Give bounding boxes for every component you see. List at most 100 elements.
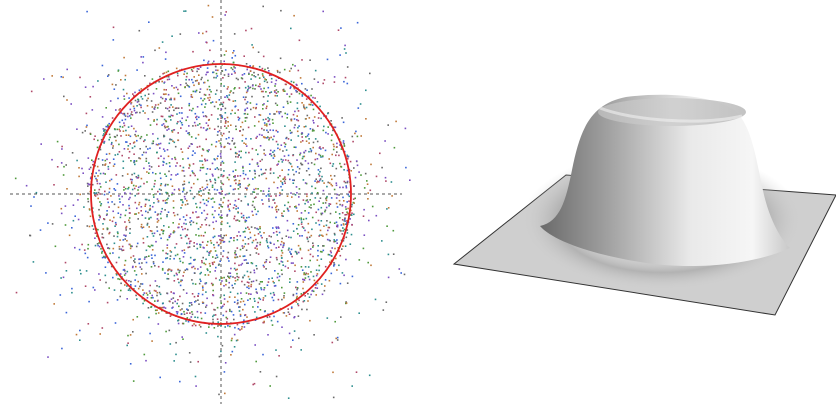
scatter-point xyxy=(192,50,194,53)
scatter-point xyxy=(238,231,240,233)
scatter-point xyxy=(253,197,256,199)
scatter-point xyxy=(304,229,306,232)
scatter-point xyxy=(210,282,213,285)
scatter-point xyxy=(281,214,283,217)
scatter-point xyxy=(297,304,300,307)
scatter-point xyxy=(335,337,337,340)
scatter-point xyxy=(342,186,344,189)
scatter-point xyxy=(157,312,160,314)
scatter-point xyxy=(116,235,119,238)
scatter-point xyxy=(196,106,199,108)
scatter-point xyxy=(226,215,228,217)
scatter-point xyxy=(263,80,266,83)
scatter-point xyxy=(290,262,293,264)
scatter-point xyxy=(236,278,239,281)
scatter-point xyxy=(338,213,341,215)
scatter-point xyxy=(186,199,188,202)
scatter-point xyxy=(188,242,191,245)
scatter-point xyxy=(51,158,53,161)
scatter-point xyxy=(345,208,347,210)
scatter-point xyxy=(96,146,99,149)
scatter-point xyxy=(136,316,139,318)
scatter-point xyxy=(351,275,354,278)
scatter-point xyxy=(166,192,169,194)
scatter-point xyxy=(321,251,323,253)
scatter-point xyxy=(139,137,142,140)
scatter-point xyxy=(152,92,155,95)
scatter-point xyxy=(184,235,187,238)
scatter-point xyxy=(268,187,270,190)
scatter-point xyxy=(194,124,197,127)
scatter-point xyxy=(154,173,157,175)
scatter-point xyxy=(163,150,166,152)
scatter-point xyxy=(290,27,292,30)
scatter-point xyxy=(340,166,343,168)
scatter-point xyxy=(307,240,310,243)
scatter-point xyxy=(96,182,99,185)
scatter-point xyxy=(290,192,292,194)
scatter-point xyxy=(141,98,144,100)
scatter-point xyxy=(291,255,293,258)
scatter-point xyxy=(297,233,299,235)
scatter-point xyxy=(113,163,116,165)
scatter-point xyxy=(281,261,284,263)
scatter-point xyxy=(101,250,103,253)
scatter-point xyxy=(181,151,184,153)
scatter-point xyxy=(237,109,239,111)
scatter-point xyxy=(393,146,396,149)
scatter-point xyxy=(242,276,244,278)
scatter-point xyxy=(159,293,162,296)
scatter-point xyxy=(227,204,229,207)
scatter-point xyxy=(203,202,206,205)
scatter-point xyxy=(187,309,189,311)
scatter-point xyxy=(162,164,164,166)
scatter-point xyxy=(112,158,115,160)
scatter-point xyxy=(188,181,190,184)
scatter-point xyxy=(98,219,100,221)
scatter-point xyxy=(262,118,265,121)
scatter-point xyxy=(112,247,115,250)
scatter-point xyxy=(319,154,322,157)
scatter-point xyxy=(213,128,216,130)
scatter-point xyxy=(241,262,244,265)
scatter-point xyxy=(220,214,223,216)
scatter-point xyxy=(167,269,169,271)
scatter-point xyxy=(298,196,300,198)
scatter-point xyxy=(161,269,164,271)
scatter-point xyxy=(230,339,233,342)
scatter-point xyxy=(316,158,319,160)
scatter-point xyxy=(179,95,182,98)
scatter-point xyxy=(299,152,302,154)
scatter-point xyxy=(246,107,249,109)
scatter-point xyxy=(220,108,223,110)
scatter-point xyxy=(227,206,229,208)
scatter-point xyxy=(175,86,178,89)
scatter-point xyxy=(223,85,225,87)
scatter-point xyxy=(260,88,262,90)
scatter-point xyxy=(236,275,238,278)
scatter-point xyxy=(341,272,344,274)
scatter-point xyxy=(210,114,213,116)
scatter-point xyxy=(135,213,137,215)
scatter-point xyxy=(151,244,154,247)
scatter-point xyxy=(130,256,132,259)
scatter-point xyxy=(276,95,278,97)
scatter-point xyxy=(177,132,179,134)
scatter-point xyxy=(290,248,293,251)
scatter-point xyxy=(140,177,143,180)
scatter-point xyxy=(343,169,345,171)
scatter-point xyxy=(268,137,271,139)
scatter-point xyxy=(324,285,326,287)
scatter-point xyxy=(87,247,89,250)
scatter-point xyxy=(181,112,183,114)
scatter-point xyxy=(88,183,91,186)
scatter-point xyxy=(318,223,321,226)
scatter-point xyxy=(234,100,237,102)
scatter-point xyxy=(190,143,192,145)
scatter-point xyxy=(152,133,154,135)
scatter-point xyxy=(259,231,261,233)
scatter-point xyxy=(281,181,284,184)
scatter-point xyxy=(146,222,149,225)
scatter-point xyxy=(316,181,318,184)
scatter-point xyxy=(159,147,161,149)
